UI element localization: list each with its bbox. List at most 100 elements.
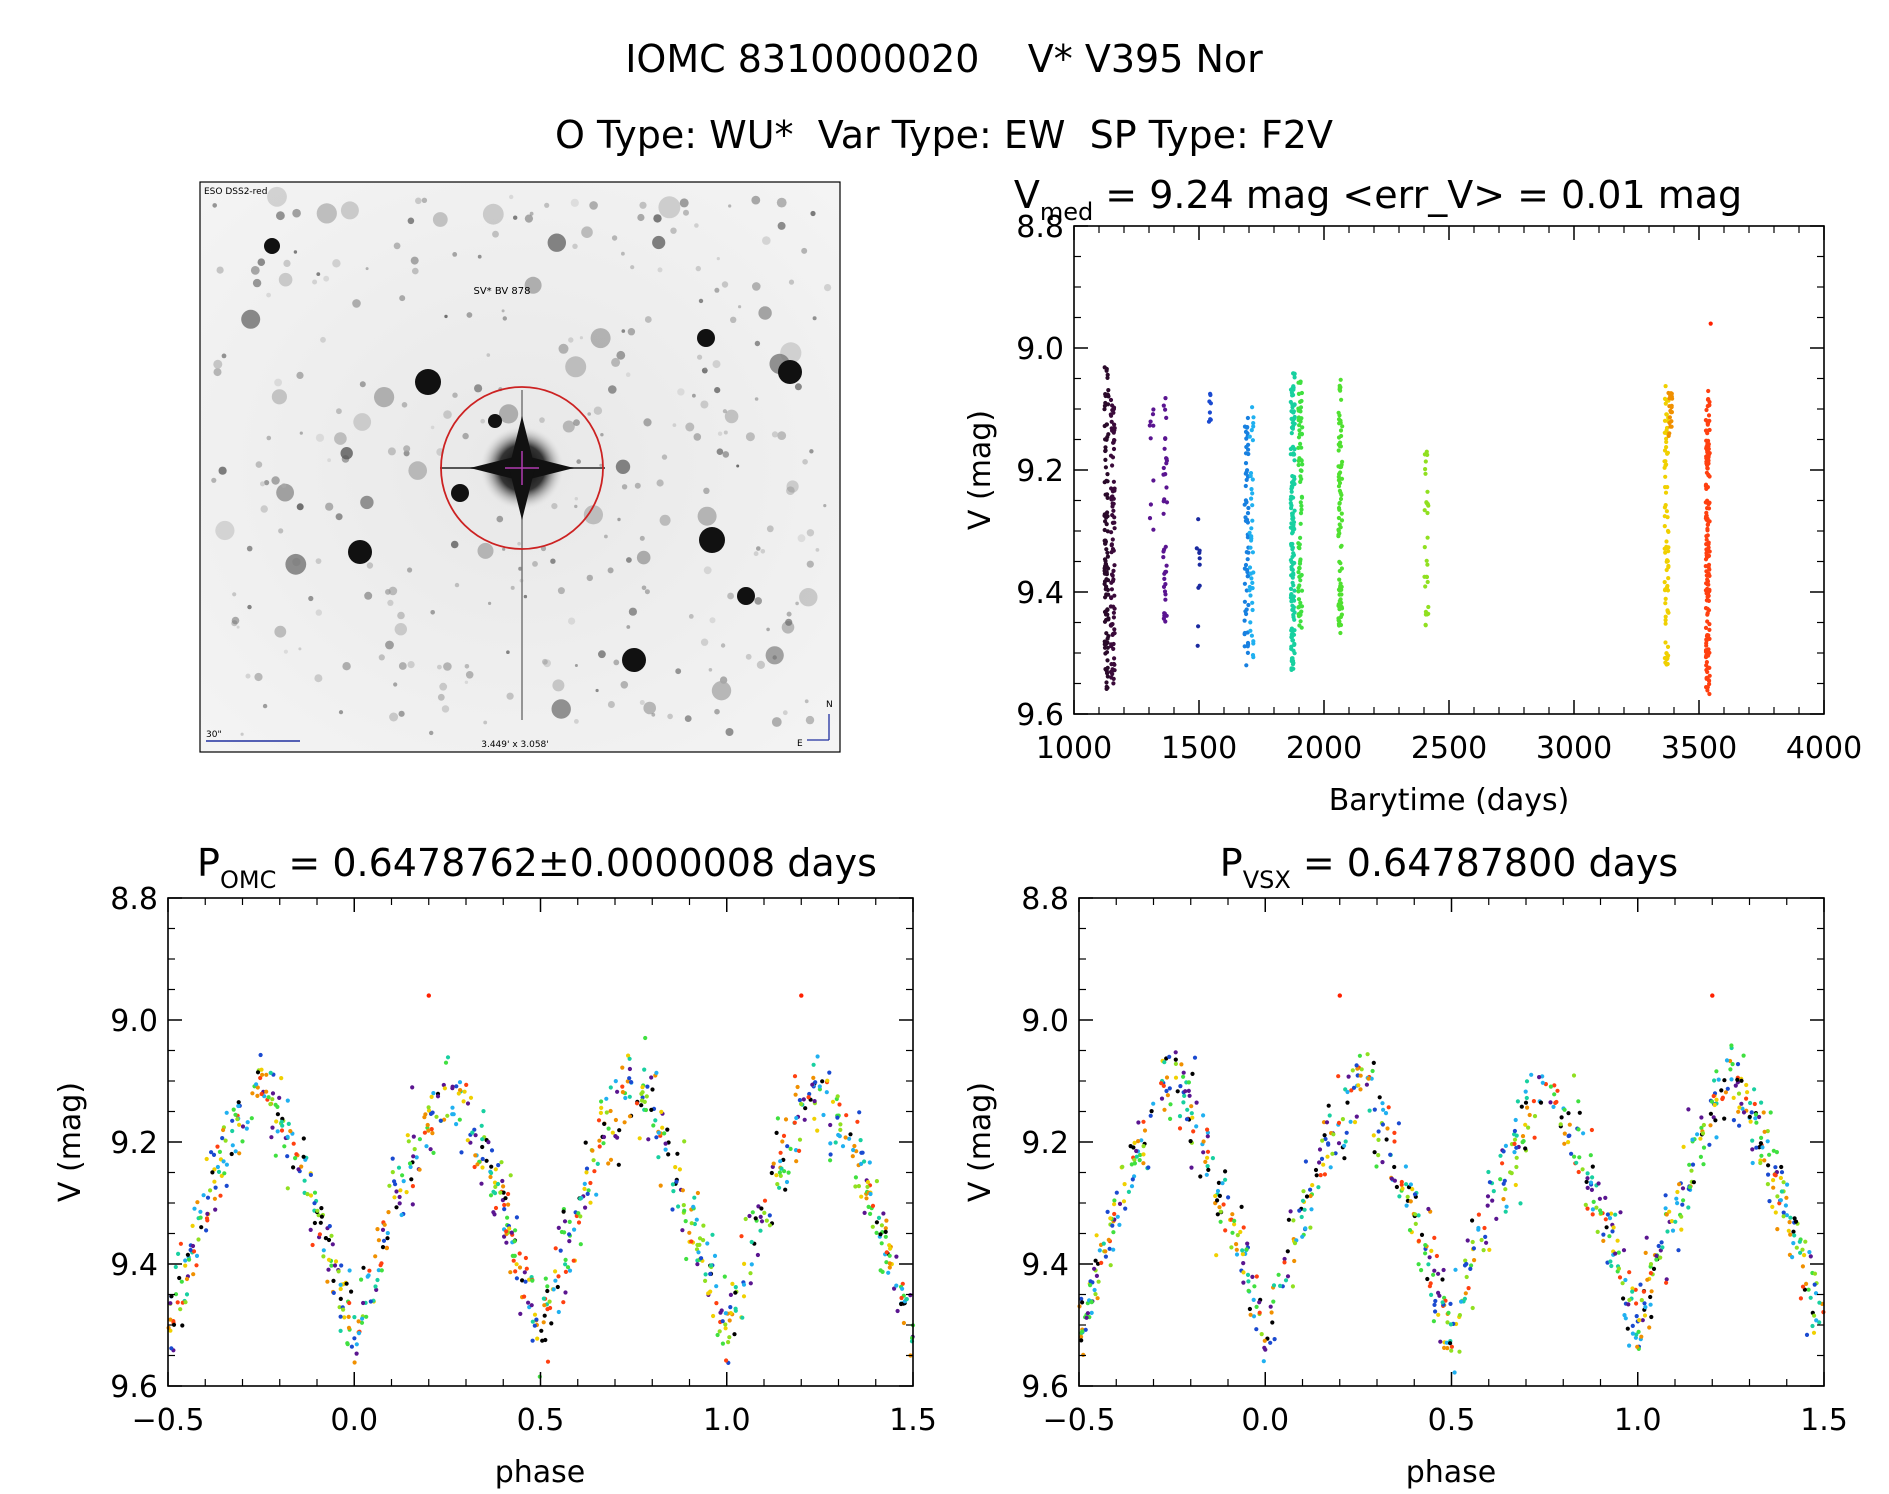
lightcurve-point [1299, 507, 1304, 512]
finder-star-field [211, 186, 832, 736]
phase-omc-point [828, 1122, 833, 1128]
lightcurve-point [1297, 623, 1302, 628]
finder-star [758, 306, 772, 320]
lightcurve-point [1297, 566, 1302, 571]
lightcurve-panel: Vmed = 9.24 mag <err_V> = 0.01 mag 1000 1… [963, 173, 1862, 818]
phase-vsx-point [1252, 1284, 1257, 1289]
lightcurve-point [1111, 610, 1116, 615]
phase-omc-point [205, 1218, 210, 1223]
finder-star [574, 497, 578, 501]
phase-omc-point [255, 1085, 260, 1090]
phase-vsx-point [1659, 1240, 1664, 1245]
phase-omc-point [411, 1154, 416, 1159]
finder-star [760, 549, 766, 554]
lightcurve-point [1703, 428, 1709, 433]
phase-omc-point [275, 1104, 280, 1109]
phase-omc-point [881, 1211, 886, 1216]
phase-vsx-point [1551, 1104, 1556, 1109]
phase-vsx-point [1322, 1133, 1327, 1138]
phase-vsx-point [1259, 1332, 1264, 1337]
lightcurve-point [1242, 566, 1247, 571]
lightcurve-point [1298, 441, 1303, 446]
phase-vsx-point [1766, 1163, 1771, 1168]
lightcurve-point [1163, 544, 1168, 549]
phase-vsx-axes: −0.5 0.0 0.5 1.0 1.58.89.09.29.49.6 [1021, 882, 1848, 1438]
finder-star [274, 378, 282, 387]
phase-vsx-point [1336, 1120, 1342, 1125]
finder-star [298, 647, 302, 651]
lightcurve-point [1291, 522, 1296, 527]
lightcurve-point [1247, 565, 1253, 570]
finder-star [437, 693, 445, 701]
phase-vsx-point [1436, 1312, 1441, 1317]
phase-omc-point [481, 1109, 486, 1114]
finder-chart: SV* BV 878 ESO DSS2-red 30" 3.449' x 3.0… [199, 181, 841, 753]
lightcurve-point [1705, 526, 1710, 532]
lightcurve-point [1423, 467, 1428, 472]
lightcurve-point [1336, 623, 1342, 628]
finder-star [523, 594, 528, 599]
finder-star [573, 419, 580, 426]
phase-omc-point [650, 1087, 655, 1092]
phase-omc-point [493, 1167, 498, 1172]
phase-omc-point [264, 1072, 269, 1077]
finder-star [281, 483, 287, 488]
phase-omc-point [833, 1140, 838, 1145]
phase-omc-point [244, 1126, 249, 1131]
phase-vsx-point [1491, 1189, 1496, 1194]
phase-omc-point [352, 1336, 357, 1341]
phase-vsx-point [1633, 1287, 1638, 1292]
lightcurve-point [1299, 468, 1304, 473]
phase-vsx-point [1205, 1149, 1211, 1154]
phase-omc-point [279, 1076, 284, 1081]
phase-omc-point [658, 1183, 663, 1188]
phase-vsx-point [1741, 1053, 1746, 1058]
finder-star [524, 214, 534, 223]
phase-omc-point [499, 1160, 504, 1165]
phase-vsx-point [1720, 1095, 1725, 1100]
lightcurve-point [1195, 643, 1200, 648]
phase-omc-point [887, 1243, 892, 1248]
phase-vsx-point [1404, 1203, 1409, 1208]
phase-vsx-point [1711, 1093, 1716, 1099]
phase-omc-point [689, 1239, 694, 1244]
phase-vsx-point [1596, 1181, 1601, 1186]
phase-vsx-point [1217, 1205, 1222, 1210]
lightcurve-point [1707, 427, 1712, 433]
finder-star [257, 258, 266, 267]
phase-vsx-point [1356, 1083, 1361, 1088]
finder-star [712, 360, 721, 369]
lightcurve-point [1207, 399, 1212, 404]
phase-omc-point [168, 1301, 173, 1306]
phase-vsx-point [1754, 1120, 1759, 1125]
phase-vsx-point [1244, 1247, 1249, 1252]
phase-vsx-point [1440, 1300, 1445, 1305]
phase-vsx-point [1448, 1322, 1453, 1327]
phase-vsx-point [1733, 1083, 1738, 1088]
phase-omc-point [727, 1318, 732, 1323]
phase-vsx-point [1173, 1061, 1178, 1066]
phase-omc-point [288, 1129, 293, 1134]
lightcurve-point [1704, 454, 1709, 459]
phase-vsx-point [1080, 1329, 1085, 1334]
lightcurve-x-tick-label: 2000 [1286, 731, 1362, 766]
phase-omc-point [681, 1203, 686, 1208]
phase-omc-point [694, 1217, 699, 1222]
phase-vsx-point [1292, 1241, 1298, 1246]
phase-vsx-point [1523, 1089, 1528, 1094]
phase-vsx-point [1524, 1079, 1530, 1084]
phase-omc-point [674, 1179, 679, 1184]
lightcurve-point [1104, 522, 1109, 527]
phase-vsx-point [1459, 1299, 1464, 1304]
phase-omc-point [563, 1290, 568, 1295]
phase-vsx-point [1336, 1141, 1342, 1146]
phase-omc-point [680, 1188, 686, 1193]
phase-omc-outlier-point [799, 993, 804, 998]
phase-vsx-point [1810, 1323, 1815, 1329]
phase-omc-point [308, 1227, 313, 1232]
phase-vsx-point [1540, 1080, 1545, 1085]
lightcurve-point [1297, 456, 1302, 461]
phase-vsx-point [1079, 1338, 1084, 1343]
phase-omc-point [192, 1206, 197, 1211]
